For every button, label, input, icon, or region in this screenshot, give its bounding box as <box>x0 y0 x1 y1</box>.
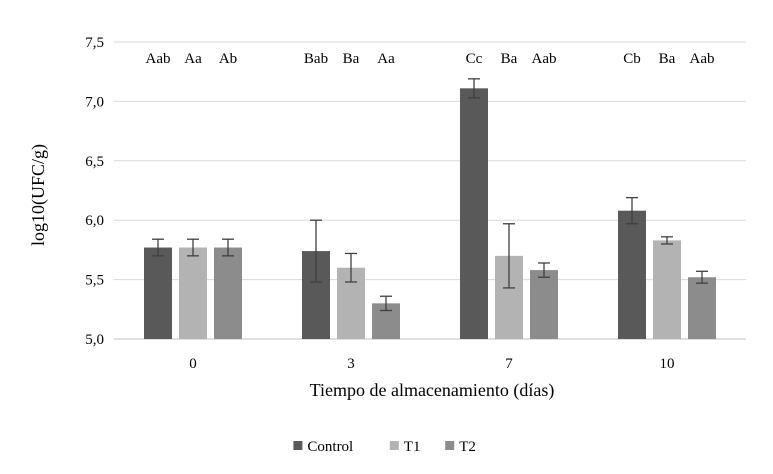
bar <box>144 247 172 339</box>
y-tick-label: 5,5 <box>85 273 104 289</box>
bar <box>688 277 716 339</box>
significance-letters-group: Aab Aa Ab Bab Ba Aa Cc Ba Aab Cb Ba Aab <box>146 51 715 67</box>
y-tick-label: 6,0 <box>85 213 104 229</box>
legend-swatch <box>445 441 455 450</box>
x-axis-ticks: 0 3 7 10 <box>189 356 674 372</box>
error-bars-group <box>152 78 708 312</box>
significance-letter: Aab <box>146 51 171 67</box>
x-tick-label: 3 <box>347 356 355 372</box>
significance-letter: Ab <box>219 51 237 67</box>
bar <box>618 210 646 339</box>
bar <box>214 247 242 339</box>
significance-letter: Aa <box>377 51 395 67</box>
y-tick-label: 7,5 <box>85 35 104 51</box>
significance-letter: Cc <box>466 51 483 67</box>
bar <box>460 88 488 339</box>
x-tick-label: 10 <box>660 356 675 372</box>
legend-swatch <box>293 441 303 450</box>
significance-letter: Aab <box>690 51 715 67</box>
bar <box>653 240 681 339</box>
y-tick-label: 5,0 <box>85 332 104 348</box>
x-axis-title: Tiempo de almacenamiento (días) <box>310 380 555 401</box>
legend-label: Control <box>307 439 353 455</box>
legend: Control T1 T2 <box>293 439 476 455</box>
significance-letter: Aab <box>532 51 557 67</box>
significance-letter: Cb <box>623 51 641 67</box>
y-axis-ticks: 5,0 5,5 6,0 6,5 7,0 7,5 <box>85 35 104 348</box>
legend-label: T2 <box>459 439 476 455</box>
y-tick-label: 7,0 <box>85 94 104 110</box>
significance-letter: Aa <box>184 51 202 67</box>
y-axis-title: log10(UFC/g) <box>28 144 49 246</box>
gridlines <box>114 41 746 340</box>
significance-letter: Ba <box>343 51 360 67</box>
significance-letter: Bab <box>304 51 328 67</box>
significance-letter: Ba <box>659 51 676 67</box>
bar <box>179 247 207 339</box>
bars-group <box>144 88 716 339</box>
x-tick-label: 0 <box>189 356 197 372</box>
bar <box>530 270 558 339</box>
significance-letter: Ba <box>501 51 518 67</box>
legend-swatch <box>389 441 399 450</box>
legend-label: T1 <box>404 439 421 455</box>
x-tick-label: 7 <box>505 356 513 372</box>
y-tick-label: 6,5 <box>85 154 104 170</box>
